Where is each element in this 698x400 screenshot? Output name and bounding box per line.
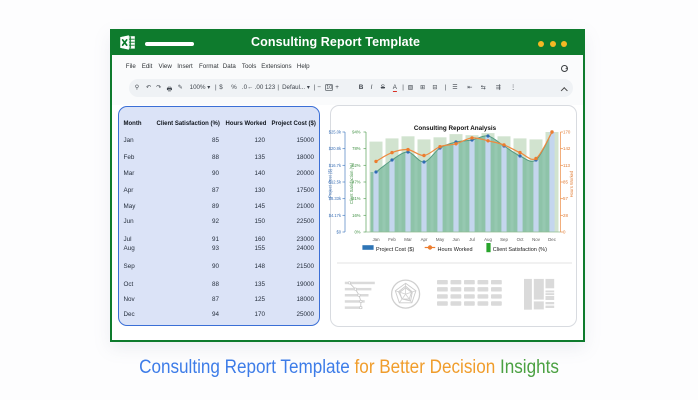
svg-text:62%: 62% bbox=[352, 163, 361, 168]
svg-text:$20.8k: $20.8k bbox=[329, 146, 342, 151]
svg-text:94%: 94% bbox=[352, 130, 361, 135]
svg-text:Apr: Apr bbox=[421, 237, 428, 242]
svg-text:Jul: Jul bbox=[469, 237, 475, 242]
svg-text:$25.0k: $25.0k bbox=[329, 130, 342, 135]
svg-text:Project Cost ($): Project Cost ($) bbox=[376, 247, 414, 253]
svg-text:28: 28 bbox=[563, 213, 568, 218]
svg-text:170: 170 bbox=[563, 130, 571, 135]
svg-text:Oct: Oct bbox=[517, 237, 525, 242]
svg-text:142: 142 bbox=[563, 146, 571, 151]
svg-text:Aug: Aug bbox=[484, 237, 492, 242]
svg-text:Nov: Nov bbox=[532, 237, 541, 242]
svg-text:0: 0 bbox=[563, 230, 566, 235]
svg-text:Client Satisfaction (%): Client Satisfaction (%) bbox=[493, 247, 547, 253]
svg-text:Jan: Jan bbox=[372, 237, 380, 242]
svg-text:$0: $0 bbox=[336, 230, 341, 235]
svg-text:57: 57 bbox=[563, 196, 568, 201]
svg-text:$12.5k: $12.5k bbox=[329, 180, 342, 185]
svg-text:Client Satisfaction (%): Client Satisfaction (%) bbox=[349, 162, 354, 204]
svg-text:May: May bbox=[436, 237, 445, 242]
svg-text:Dec: Dec bbox=[548, 237, 557, 242]
svg-text:$8.33k: $8.33k bbox=[329, 196, 342, 201]
svg-text:47%: 47% bbox=[352, 180, 361, 185]
svg-text:113: 113 bbox=[563, 163, 571, 168]
svg-text:78%: 78% bbox=[352, 146, 361, 151]
svg-text:85: 85 bbox=[563, 180, 568, 185]
svg-text:31%: 31% bbox=[352, 196, 361, 201]
svg-text:0%: 0% bbox=[354, 230, 360, 235]
svg-text:Feb: Feb bbox=[388, 237, 396, 242]
svg-text:Hours Worked: Hours Worked bbox=[438, 247, 473, 253]
svg-text:Mar: Mar bbox=[404, 237, 412, 242]
svg-text:Jun: Jun bbox=[452, 237, 460, 242]
svg-text:Hours Worked: Hours Worked bbox=[569, 170, 574, 197]
svg-text:Sep: Sep bbox=[500, 237, 508, 242]
svg-text:16%: 16% bbox=[352, 213, 361, 218]
svg-text:Project Cost ($): Project Cost ($) bbox=[328, 168, 333, 198]
svg-text:$16.7k: $16.7k bbox=[329, 163, 342, 168]
svg-text:$4.17k: $4.17k bbox=[329, 213, 342, 218]
svg-text:Consulting Report Analysis: Consulting Report Analysis bbox=[414, 125, 497, 132]
